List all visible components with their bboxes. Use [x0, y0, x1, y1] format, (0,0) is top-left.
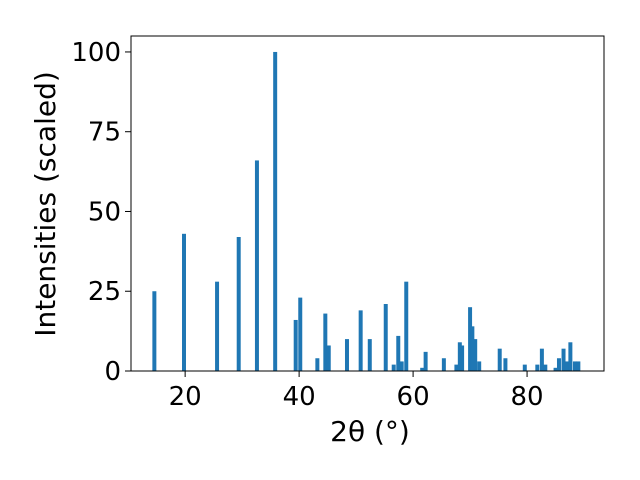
x-tick-label: 60 [397, 382, 430, 412]
bar [470, 326, 475, 371]
bar [420, 367, 425, 371]
bar [561, 348, 566, 371]
bar [522, 364, 527, 371]
x-axis: 20 40 60 80 [169, 371, 544, 412]
x-tick-label: 20 [169, 382, 202, 412]
bar [326, 345, 331, 371]
bar [473, 339, 478, 371]
bar [553, 367, 558, 371]
bar [404, 281, 409, 371]
bar [454, 364, 459, 371]
bar [441, 358, 446, 371]
bar [383, 304, 388, 371]
bar [576, 361, 581, 371]
bar [358, 310, 363, 371]
bar [539, 348, 544, 371]
y-axis-label: Intensities (scaled) [29, 71, 62, 337]
y-tick-label: 0 [104, 357, 121, 387]
bar [543, 364, 548, 371]
bar [293, 319, 298, 371]
x-axis-label: 2θ (°) [330, 415, 410, 448]
bar [315, 358, 320, 371]
y-tick-label: 50 [88, 197, 121, 227]
bar [391, 364, 396, 371]
bar [323, 313, 328, 371]
bar [556, 358, 561, 371]
bar [344, 339, 349, 371]
bar [152, 291, 157, 371]
y-tick-label: 75 [88, 118, 121, 148]
bar [399, 361, 404, 371]
bar [423, 351, 428, 371]
bar [460, 345, 465, 371]
bar [572, 361, 577, 371]
y-axis: 0 25 50 75 100 [71, 38, 131, 387]
bar [182, 233, 186, 371]
bar [568, 342, 573, 371]
bar [367, 339, 372, 371]
bars-layer [152, 51, 581, 371]
bar [236, 237, 241, 371]
bar [564, 361, 569, 371]
x-tick-label: 80 [511, 382, 544, 412]
bar [497, 348, 502, 371]
x-tick-label: 40 [283, 382, 316, 412]
bar [468, 307, 473, 371]
bar [503, 358, 508, 371]
bar [298, 297, 303, 371]
bar [273, 51, 278, 371]
y-tick-label: 25 [88, 277, 121, 307]
bar [396, 335, 401, 371]
bar [457, 342, 462, 371]
bar [215, 281, 220, 371]
bar [254, 160, 259, 371]
y-tick-label: 100 [71, 38, 121, 68]
bar [477, 361, 482, 371]
bar [535, 364, 540, 371]
plot-frame [130, 35, 605, 372]
